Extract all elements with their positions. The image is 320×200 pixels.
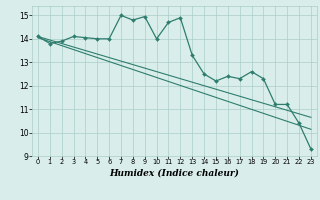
X-axis label: Humidex (Indice chaleur): Humidex (Indice chaleur) xyxy=(109,168,239,177)
